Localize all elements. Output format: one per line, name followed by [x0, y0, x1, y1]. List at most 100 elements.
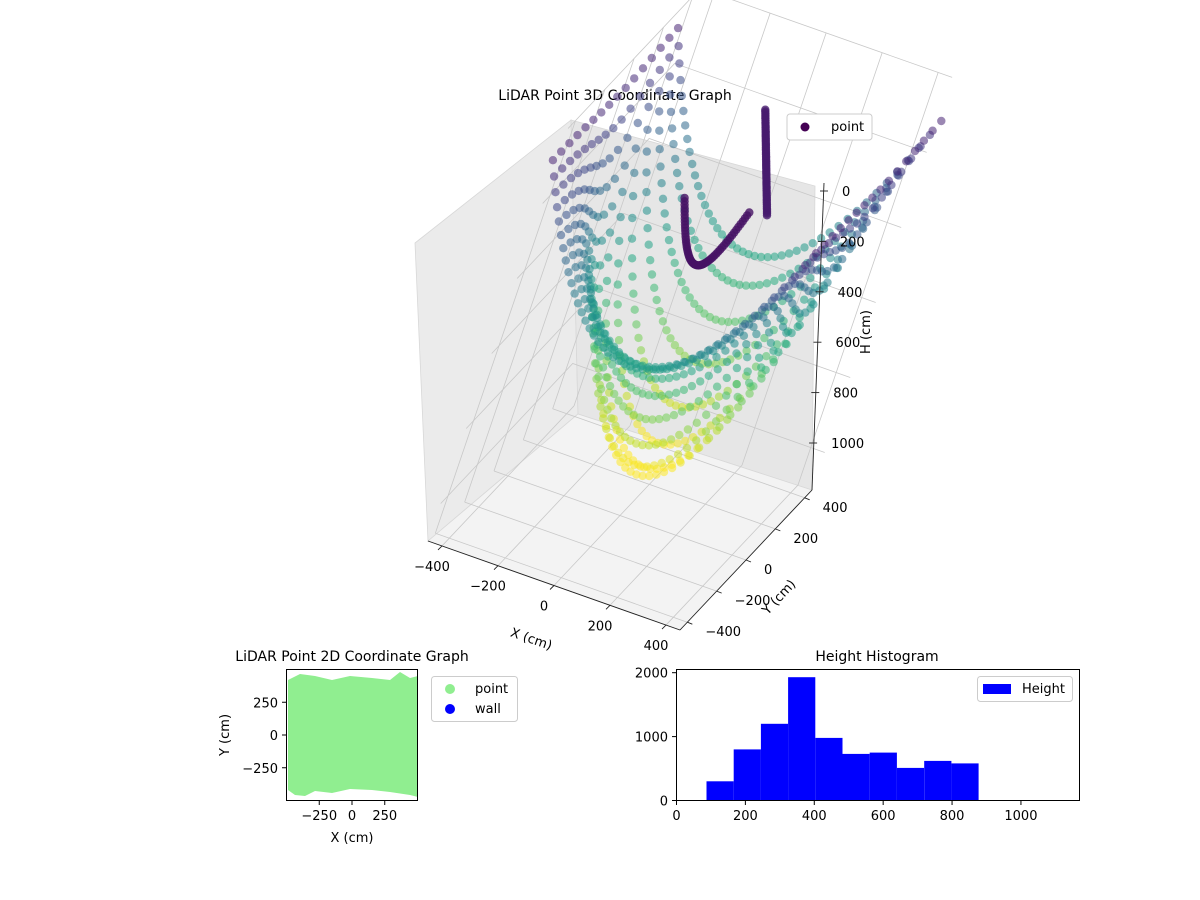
y-tick [804, 497, 810, 501]
point-marker [600, 334, 609, 344]
point-marker [762, 352, 771, 361]
point-marker [724, 317, 733, 327]
point-marker [732, 380, 741, 389]
point-marker [665, 33, 674, 42]
point-marker [677, 91, 686, 101]
point-marker [607, 360, 617, 369]
histogram-bar [760, 723, 789, 801]
point-marker [628, 213, 637, 223]
legend-3d-label: point [831, 120, 864, 135]
point-marker [636, 346, 646, 355]
point-marker [587, 313, 597, 322]
grid-line [434, 120, 576, 534]
legend-histogram: Height [977, 676, 1073, 702]
point-marker [750, 311, 759, 320]
point-marker [677, 407, 687, 416]
z-tick-label: 1000 [831, 437, 864, 452]
point-marker [712, 382, 722, 391]
point-marker [685, 147, 694, 157]
point-marker [693, 181, 703, 191]
grid-line [493, 470, 747, 561]
point-marker [610, 174, 620, 183]
point-marker [626, 104, 635, 113]
point-marker [682, 443, 692, 453]
point-marker [919, 136, 929, 145]
point-marker [770, 293, 779, 302]
x-axis-label-2d: X (cm) [331, 831, 374, 846]
legend-3d: point [786, 113, 873, 141]
point-marker [703, 358, 713, 367]
x-tick-label: 400 [802, 809, 827, 824]
point-marker [784, 249, 794, 258]
point-marker [651, 440, 661, 449]
point-marker [644, 391, 653, 400]
point-marker [844, 238, 854, 248]
point-marker [664, 235, 674, 245]
point-marker [651, 365, 661, 374]
legend-2d-wall: wall [475, 702, 501, 717]
point-marker [711, 401, 721, 410]
point-marker [591, 320, 601, 330]
point-marker [675, 59, 684, 68]
point-marker [650, 283, 659, 292]
point-marker [627, 254, 637, 263]
point-marker [717, 230, 727, 239]
point-marker [674, 41, 683, 51]
point-marker [733, 392, 742, 402]
point-marker [669, 139, 678, 149]
point-marker [577, 308, 586, 317]
grid-line [567, 0, 953, 129]
point-marker [673, 450, 683, 459]
point-marker [561, 256, 570, 265]
point-marker [569, 205, 578, 215]
point-marker [800, 295, 809, 304]
point-marker [741, 319, 750, 329]
point-marker [565, 156, 575, 166]
point-marker [617, 115, 626, 124]
point-marker [731, 327, 741, 336]
point-marker [675, 430, 684, 440]
point-marker [632, 364, 641, 373]
point-marker [557, 147, 566, 156]
point-marker [559, 244, 568, 253]
grid-line [609, 465, 743, 606]
x-tick-label: 600 [871, 809, 896, 824]
point-marker [633, 419, 642, 429]
point-marker [636, 462, 645, 471]
point-marker [757, 363, 766, 372]
point-marker [567, 279, 576, 288]
point-marker [643, 224, 652, 233]
point-marker [660, 209, 669, 218]
point-marker [642, 462, 652, 471]
x-tick-label: 0 [540, 600, 548, 615]
point-marker [627, 234, 637, 243]
point-marker [673, 439, 682, 448]
point-marker [777, 251, 786, 260]
point-marker [618, 187, 627, 197]
point-marker [619, 443, 629, 453]
point-marker [592, 359, 601, 368]
point-marker [613, 92, 622, 101]
point-marker [642, 147, 651, 156]
point-marker [652, 295, 661, 305]
grid-line [464, 89, 606, 503]
point-marker [852, 208, 861, 217]
y-tick [775, 528, 781, 532]
point-marker [595, 352, 605, 361]
point-marker [902, 157, 911, 166]
point-marker [645, 373, 654, 382]
z-tick-label: 400 [838, 286, 863, 301]
point-marker [754, 353, 764, 362]
point-marker [609, 441, 619, 451]
y-tick-label: 0 [660, 795, 668, 810]
point-marker [564, 268, 573, 277]
point-marker [858, 224, 868, 233]
point-marker [666, 435, 676, 444]
point-marker [722, 373, 731, 383]
point-marker [580, 165, 589, 174]
point-marker [713, 365, 722, 374]
point-marker [580, 144, 590, 154]
chart-histogram: Height Histogram 0 200 400 600 800 1000 0 1000 2… [635, 649, 1080, 824]
y-tick [716, 590, 722, 594]
point-marker [648, 415, 657, 424]
